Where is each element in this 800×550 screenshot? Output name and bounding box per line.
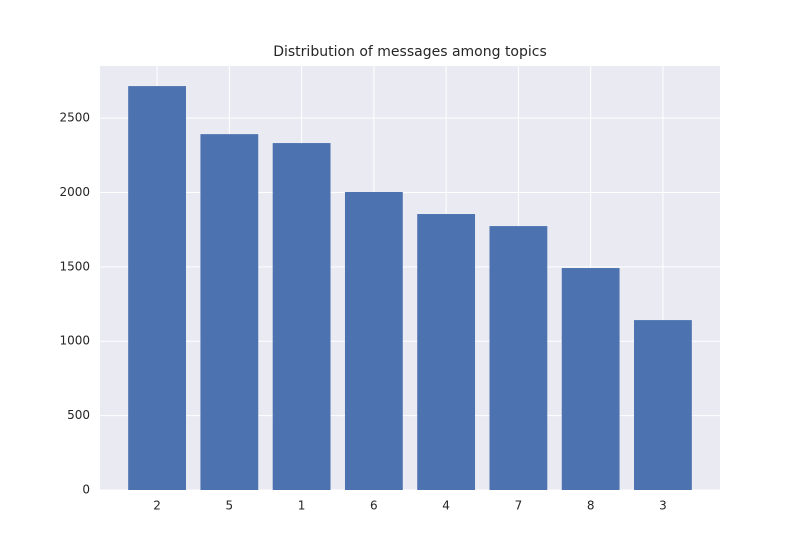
x-tick-label: 8 xyxy=(587,499,595,513)
x-tick-label: 3 xyxy=(659,499,667,513)
bar xyxy=(128,86,186,490)
bar xyxy=(272,143,331,491)
x-tick-label: 4 xyxy=(442,499,450,513)
bar xyxy=(489,226,548,490)
x-tick-label: 1 xyxy=(298,499,306,513)
x-tick-label: 7 xyxy=(515,499,523,513)
bar xyxy=(417,214,476,490)
chart-title: Distribution of messages among topics xyxy=(273,44,547,60)
bar xyxy=(344,192,403,490)
x-tick-label: 2 xyxy=(153,499,161,513)
plot-area xyxy=(100,66,720,490)
x-tick-label: 6 xyxy=(370,499,378,513)
y-tick-label: 2500 xyxy=(59,111,90,125)
bar xyxy=(561,268,620,490)
y-tick-label: 500 xyxy=(67,408,90,422)
y-tick-label: 0 xyxy=(82,483,90,497)
x-tick-label: 5 xyxy=(226,499,234,513)
y-tick-label: 2000 xyxy=(59,185,90,199)
y-tick-label: 1500 xyxy=(59,259,90,273)
bar xyxy=(634,320,692,490)
y-tick-label: 1000 xyxy=(59,334,90,348)
bar xyxy=(200,134,259,490)
